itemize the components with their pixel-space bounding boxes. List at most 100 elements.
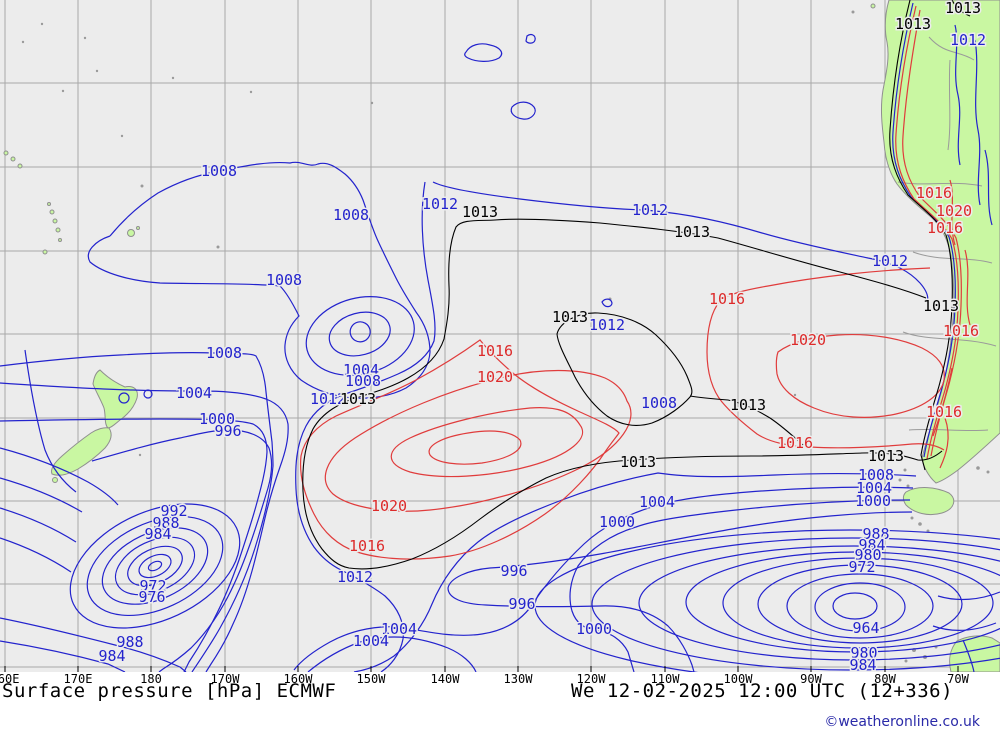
isobar-1004-west	[0, 382, 289, 672]
isobar-value-label: 980	[854, 546, 881, 564]
isobar-andes-coastal	[892, 2, 956, 458]
isobar-value-label: 1020	[936, 202, 972, 220]
isobar-value-label: 1012	[337, 568, 373, 586]
longitude-label: 140W	[430, 672, 460, 686]
axis-tick-marks	[4, 666, 959, 672]
isobar-value-label: 1012	[310, 390, 346, 408]
isobar-value-label: 1008	[266, 271, 302, 289]
isobar-1008-southeast	[353, 472, 917, 672]
isobar-value-label: 1004	[639, 493, 675, 511]
longitude-label: 180	[140, 672, 162, 686]
isobar-984-southwest	[0, 640, 126, 672]
isobar-value-label: 1004	[176, 384, 212, 402]
isobar-1004-nz-loop	[118, 392, 130, 404]
isobar-value-label: 1013	[620, 453, 656, 471]
footer-bar: 160E 170E 180 170W 160W 150W 140W 130W 120W 110W 1…	[0, 672, 1000, 733]
isobar-1000-southeast	[569, 499, 911, 672]
isobar-value-label: 1008	[201, 162, 237, 180]
surface-pressure-map: 1008 1008 1008 1008 1012 1013 1012 1013 1012 1013…	[0, 0, 1000, 672]
isobars-black	[302, 0, 971, 570]
isobar-inner-west-high-2	[428, 430, 522, 465]
isobar-996-tongue	[447, 511, 913, 672]
isobar-value-label: 984	[98, 647, 125, 665]
isobar-996-west	[91, 429, 273, 672]
isobar-value-label: 1013	[674, 223, 710, 241]
isobar-value-label: 1016	[709, 290, 745, 308]
isobar-value-label: 1013	[340, 390, 376, 408]
isobar-value-label: 1004	[381, 620, 417, 638]
isobar-value-label: 1013	[552, 308, 588, 326]
isobar-value-label: 984	[849, 656, 876, 672]
isobar-value-label: 984	[144, 525, 171, 543]
latlon-grid	[0, 0, 1000, 672]
valid-time-text: We 12-02-2025 12:00 UTC (12+336)	[571, 680, 954, 702]
isobar-value-label: 1012	[872, 252, 908, 270]
isobar-1008-west	[0, 352, 274, 672]
isobar-value-label: 1012	[422, 195, 458, 213]
isobar-1012-west	[295, 181, 436, 672]
isobar-value-label: 1008	[641, 394, 677, 412]
isobar-value-label: 996	[500, 562, 527, 580]
isobar-value-label: 1013	[895, 15, 931, 33]
isobars-blue	[0, 2, 1000, 672]
isobar-value-label: 1013	[730, 396, 766, 414]
isobar-value-label: 980	[850, 644, 877, 662]
isobar-value-label: 1004	[856, 479, 892, 497]
isobar-value-label: 988	[862, 525, 889, 543]
isobar-value-label: 984	[858, 536, 885, 554]
isobar-value-label: 1000	[199, 410, 235, 428]
isobar-value-label: 1020	[477, 368, 513, 386]
isobar-value-label: 1004	[343, 361, 379, 379]
isobar-value-label: 1016	[916, 184, 952, 202]
longitude-label: 70W	[947, 672, 969, 686]
isobar-value-label: 976	[138, 588, 165, 606]
andes-red-contours	[895, 5, 971, 469]
isobar-1013-andes	[889, 0, 953, 471]
antarctic-contours	[932, 591, 1000, 672]
longitude-label: 120W	[576, 672, 606, 686]
isobar-value-label: 1004	[353, 632, 389, 650]
isobar-value-label: 992	[160, 502, 187, 520]
antarctic-peninsula-land	[949, 635, 1000, 672]
isobar-1013-neck	[689, 395, 804, 446]
isobar-1016-east-high	[706, 267, 945, 451]
isobar-value-label: 996	[214, 422, 241, 440]
longitude-label: 90W	[800, 672, 822, 686]
isobar-value-label: 1016	[349, 537, 385, 555]
new-zealand-south-island	[51, 427, 112, 476]
isobar-inner-west-high-1	[390, 407, 584, 478]
isobar-value-label: 1016	[477, 342, 513, 360]
low-rings-center-pacific	[305, 295, 415, 376]
isobar-value-label: 1016	[943, 322, 979, 340]
longitude-label: 100W	[723, 672, 753, 686]
isobar-1016-west-high	[299, 339, 620, 560]
isobar-value-label: 988	[116, 633, 143, 651]
isobar-value-label: 1000	[576, 620, 612, 638]
isobar-value-label: 1016	[777, 434, 813, 452]
isobar-1000-west	[0, 418, 268, 672]
longitude-label: 130W	[503, 672, 533, 686]
isobar-value-label: 1008	[206, 344, 242, 362]
isobar-1013-ne-corner	[951, 0, 971, 17]
isobar-value-label: 1013	[945, 0, 981, 17]
isobar-value-label: 1016	[927, 219, 963, 237]
isobar-value-label: 1020	[790, 331, 826, 349]
copyright-link[interactable]: ©weatheronline.co.uk	[824, 714, 980, 730]
isobar-value-label: 1008	[333, 206, 369, 224]
longitude-label: 160W	[283, 672, 313, 686]
isobar-value-label: 1020	[371, 497, 407, 515]
isobar-value-label: 1012	[950, 31, 986, 49]
isobar-value-label: 1008	[345, 372, 381, 390]
amazon-side-contours	[954, 24, 993, 226]
longitude-label: 170W	[210, 672, 240, 686]
isobar-1004-tongue	[307, 636, 477, 672]
isobar-value-label: 1012	[632, 201, 668, 219]
isobar-value-label: 1013	[462, 203, 498, 221]
isobar-1013-loop	[556, 312, 693, 426]
isobar-value-label: 1016	[926, 403, 962, 421]
isobar-988-southwest	[0, 617, 187, 672]
south-america-land	[880, 0, 1000, 484]
longitude-label: 150W	[356, 672, 386, 686]
